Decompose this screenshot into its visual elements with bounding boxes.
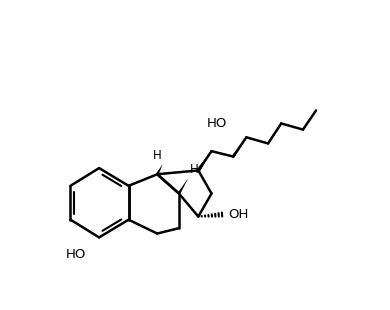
Polygon shape — [178, 178, 188, 194]
Polygon shape — [232, 137, 246, 157]
Text: H: H — [190, 163, 199, 176]
Text: HO: HO — [66, 248, 86, 261]
Text: OH: OH — [228, 208, 248, 221]
Text: H: H — [152, 149, 161, 162]
Text: HO: HO — [207, 117, 227, 130]
Polygon shape — [197, 151, 211, 171]
Polygon shape — [156, 164, 163, 175]
